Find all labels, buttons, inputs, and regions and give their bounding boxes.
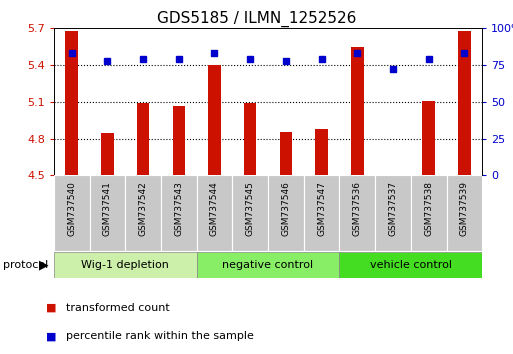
Text: percentile rank within the sample: percentile rank within the sample	[66, 331, 253, 341]
Bar	[411, 175, 446, 251]
Bar	[458, 32, 470, 175]
Bar	[315, 129, 328, 175]
Bar	[66, 32, 78, 175]
Bar	[232, 175, 268, 251]
Bar	[280, 132, 292, 175]
Bar	[304, 175, 340, 251]
Text: GSM737545: GSM737545	[246, 181, 254, 236]
Text: GSM737540: GSM737540	[67, 181, 76, 236]
Text: GSM737542: GSM737542	[139, 181, 148, 236]
Bar	[422, 101, 435, 175]
Bar	[90, 175, 125, 251]
Text: GSM737547: GSM737547	[317, 181, 326, 236]
Bar	[172, 106, 185, 175]
Bar	[351, 47, 364, 175]
Text: GSM737546: GSM737546	[282, 181, 290, 236]
Bar	[101, 133, 114, 175]
Bar	[161, 175, 196, 251]
Bar	[54, 252, 196, 278]
Bar	[244, 103, 256, 175]
Bar	[54, 175, 90, 251]
Bar	[340, 252, 482, 278]
Text: transformed count: transformed count	[66, 303, 169, 313]
Bar	[208, 65, 221, 175]
Bar	[446, 175, 482, 251]
Bar	[125, 175, 161, 251]
Text: GSM737536: GSM737536	[353, 181, 362, 236]
Text: GDS5185 / ILMN_1252526: GDS5185 / ILMN_1252526	[157, 11, 356, 27]
Text: ▶: ▶	[39, 258, 49, 272]
Bar	[268, 175, 304, 251]
Text: Wig-1 depletion: Wig-1 depletion	[82, 260, 169, 270]
Text: ■: ■	[46, 303, 56, 313]
Bar	[196, 175, 232, 251]
Bar	[196, 252, 340, 278]
Text: GSM737544: GSM737544	[210, 181, 219, 236]
Bar	[137, 103, 149, 175]
Text: GSM737537: GSM737537	[388, 181, 398, 236]
Text: negative control: negative control	[223, 260, 313, 270]
Text: GSM737538: GSM737538	[424, 181, 433, 236]
Text: GSM737541: GSM737541	[103, 181, 112, 236]
Text: vehicle control: vehicle control	[370, 260, 452, 270]
Bar	[340, 175, 375, 251]
Bar	[375, 175, 411, 251]
Text: protocol: protocol	[3, 260, 48, 270]
Text: GSM737543: GSM737543	[174, 181, 183, 236]
Text: ■: ■	[46, 331, 56, 341]
Text: GSM737539: GSM737539	[460, 181, 469, 236]
